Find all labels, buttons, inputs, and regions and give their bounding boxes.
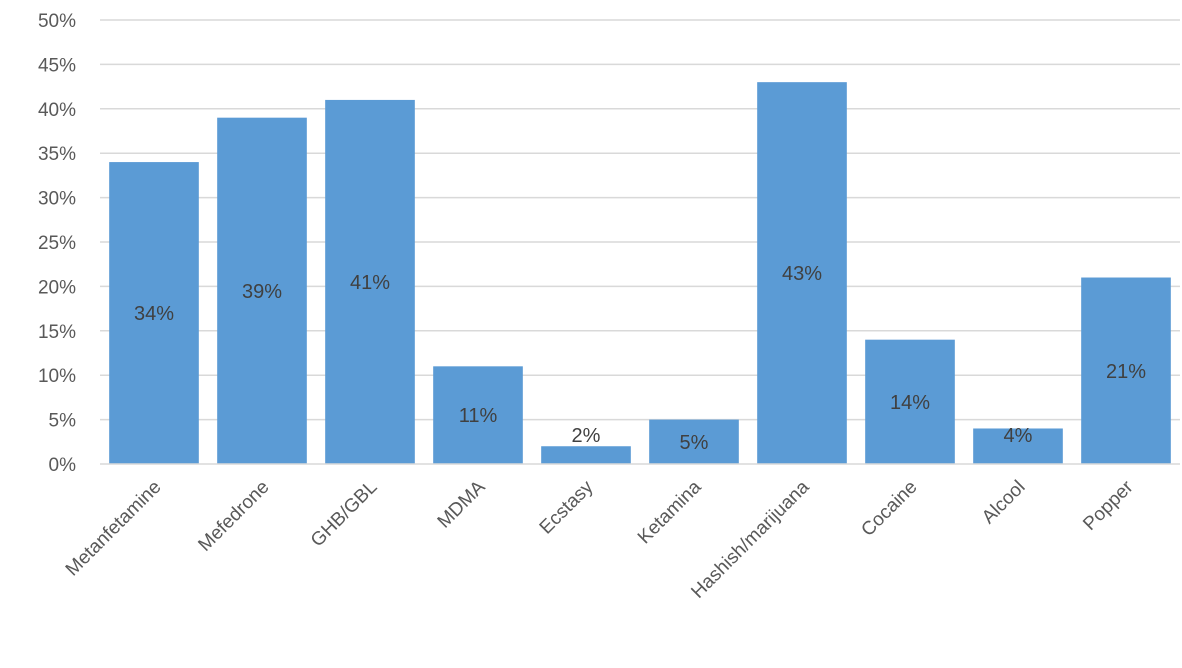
- bar: [649, 419, 739, 464]
- y-tick-label: 45%: [38, 55, 76, 76]
- x-category-label: Ketamina: [634, 476, 706, 548]
- data-labels: 34% 39% 41% 11% 2% 5% 43% 14% 4% 21%: [134, 263, 1146, 454]
- y-tick-label: 0%: [49, 455, 77, 476]
- y-tick-label: 15%: [38, 322, 76, 343]
- data-label: 43%: [782, 263, 822, 285]
- data-label: 41%: [350, 272, 390, 294]
- y-tick-label: 5%: [49, 411, 77, 432]
- bar: [1081, 277, 1171, 464]
- y-tick-label: 35%: [38, 144, 76, 165]
- x-category-label: Cocaine: [857, 477, 921, 541]
- x-category-label: Hashish/marijuana: [687, 476, 813, 602]
- bar: [433, 366, 523, 464]
- data-label: 5%: [680, 432, 709, 454]
- x-category-label: Mefedrone: [194, 477, 273, 556]
- x-category-label: Metanfetamine: [62, 477, 166, 581]
- data-label: 11%: [459, 405, 498, 427]
- bars: [109, 82, 1171, 465]
- data-label: 39%: [242, 281, 282, 303]
- bar: [541, 446, 631, 464]
- y-tick-label: 20%: [38, 277, 76, 298]
- x-category-label: Alcool: [978, 477, 1029, 528]
- data-label: 4%: [1004, 425, 1033, 447]
- data-label: 14%: [890, 392, 930, 414]
- y-tick-label: 10%: [38, 366, 76, 387]
- y-tick-label: 40%: [38, 100, 76, 121]
- bar: [973, 428, 1063, 464]
- bar: [217, 117, 307, 465]
- data-label: 21%: [1106, 361, 1146, 383]
- x-category-label: MDMA: [434, 476, 490, 532]
- x-category-label: Ecstasy: [536, 476, 598, 538]
- y-tick-label: 25%: [38, 233, 76, 254]
- data-label: 2%: [572, 425, 601, 447]
- y-tick-label: 50%: [38, 11, 76, 32]
- bar: [109, 162, 199, 464]
- bar: [865, 339, 955, 464]
- y-tick-label: 30%: [38, 189, 76, 210]
- x-category-label: Popper: [1079, 476, 1138, 535]
- bar: [757, 82, 847, 464]
- y-axis-tick-labels: 0% 5% 10% 15% 20% 25% 30% 35% 40% 45% 50%: [38, 11, 76, 476]
- data-label: 34%: [134, 303, 174, 325]
- x-axis-category-labels: Metanfetamine Mefedrone GHB/GBL MDMA Ecstasy…: [62, 476, 1138, 603]
- bar: [325, 99, 415, 465]
- x-category-label: GHB/GBL: [307, 477, 382, 552]
